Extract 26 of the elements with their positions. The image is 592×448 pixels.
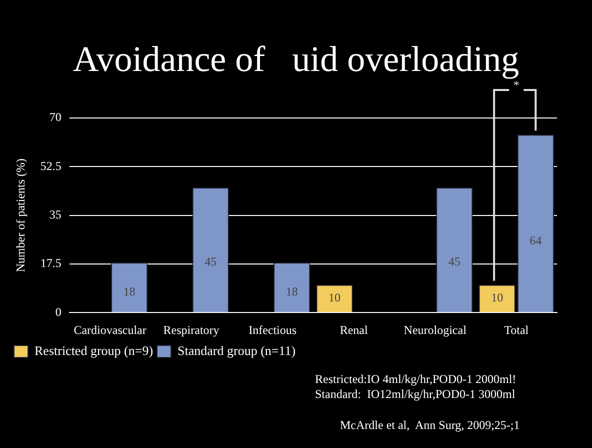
y-tick-label: 0 <box>55 304 62 319</box>
x-tick-label: Cardiovascular <box>74 322 146 337</box>
data-label: 10 <box>491 290 504 305</box>
x-tick-label: Total <box>504 322 530 337</box>
x-tick-label: Respiratory <box>163 322 220 337</box>
y-tick-label: 70 <box>49 110 62 124</box>
text: Restricted:IO 4ml/kg/hr,POD0-1 2000ml! <box>315 372 516 387</box>
y-tick-label: 35 <box>49 207 62 222</box>
data-label: 64 <box>530 233 542 248</box>
x-tick-label: Neurological <box>404 322 468 337</box>
y-tick-label: 52.5 <box>40 158 62 173</box>
text: Standard: IO12ml/kg/hr,POD0-1 3000ml <box>315 387 516 402</box>
data-label: 18 <box>123 284 136 298</box>
legend-label: Restricted group (n=9) <box>34 342 154 358</box>
legend-label: Standard group (n=11) <box>178 342 296 358</box>
data-label: 18 <box>286 284 298 298</box>
x-tick-label: Renal <box>340 322 368 337</box>
chart-title: Avoidance of uid overloading <box>72 38 520 80</box>
text: McArdle et al, Ann Surg, 2009;25-;1 <box>340 418 520 433</box>
text: * <box>513 78 520 92</box>
data-label: 10 <box>328 290 341 305</box>
x-tick-label: Infectious <box>248 322 297 337</box>
y-tick-label: 17.5 <box>40 256 62 270</box>
data-label: 45 <box>204 254 217 268</box>
data-label: 45 <box>448 254 460 268</box>
y-axis-title: Number of patients (%) <box>13 158 28 272</box>
